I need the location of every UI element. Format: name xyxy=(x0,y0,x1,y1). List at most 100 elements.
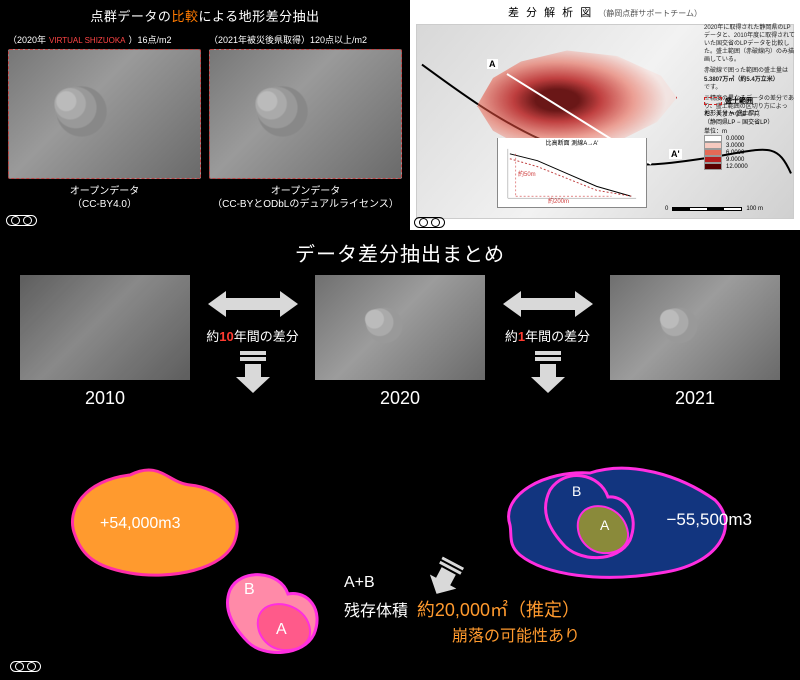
tl-images-row: （2020年 VIRTUAL SHIZUOKA ）16点/m2 オープンデータ … xyxy=(8,33,402,211)
tl-col-2021: （2021年被災後県取得）120点以上/m2 オープンデータ （CC-BYとOD… xyxy=(209,33,402,211)
tl-cap-2020-1: オープンデータ xyxy=(8,185,201,198)
tl-col-2020: （2020年 VIRTUAL SHIZUOKA ）16点/m2 オープンデータ … xyxy=(8,33,201,211)
result-row: B A A+B 残存体積 約20,000㎡（推定） 崩落の可能性あり xyxy=(210,560,580,660)
tr-title-main: 差 分 解 析 図 xyxy=(508,7,593,19)
legend-swatch xyxy=(704,149,722,156)
legend-val-4: 12.0000 xyxy=(726,164,748,170)
legend-stop: 12.0000 xyxy=(704,163,796,170)
legend-stop: 6.0000 xyxy=(704,149,796,156)
year-2021: 2021 xyxy=(610,275,780,409)
year-2020: 2020 xyxy=(315,275,485,409)
label-A: A xyxy=(487,59,498,69)
year-2010: 2010 xyxy=(20,275,190,409)
res-line1: A+B xyxy=(344,574,375,591)
loss-value: −55,500m3 xyxy=(666,510,752,530)
double-arrow-icon xyxy=(503,289,593,319)
label-A: A xyxy=(600,517,609,533)
legend-header-text: 盛土範囲 xyxy=(725,96,753,106)
note-0: 2020年に取得された静岡県のLPデータと、2010年度に取得されていた国交省の… xyxy=(704,24,796,64)
legend-val-1: 3.0000 xyxy=(726,143,744,149)
legend: 盛土範囲 地形差分 ≒ 盛土厚さ （静岡県LP − 国交省LP） 単位：m 0.… xyxy=(704,96,796,170)
tl-cap-2021: オープンデータ （CC-BYとODbLのデュアルライセンス） xyxy=(209,185,402,211)
diff-1yr-text: 約1年間の差分 xyxy=(498,326,598,345)
legend-swatch xyxy=(704,142,722,149)
legend-swatch xyxy=(704,135,722,142)
scale-bar: 0 100 m xyxy=(665,206,763,212)
diff-10yr: 約10年間の差分 xyxy=(203,289,303,396)
res-A: A xyxy=(276,621,287,638)
legend-stops: 0.0000 3.0000 6.0000 9.0000 12.0000 xyxy=(704,135,796,170)
note-2: 5.3807万㎥（約5.4万立米） xyxy=(704,76,796,84)
res-B: B xyxy=(244,581,255,598)
cc-badge-tr xyxy=(414,217,445,228)
result-shape: B A xyxy=(210,560,330,660)
legend-sub2: （静岡県LP − 国交省LP） xyxy=(704,117,796,126)
tr-title: 差 分 解 析 図 （静岡点群サポートチーム） xyxy=(416,4,794,20)
terrain-2021 xyxy=(610,275,780,380)
profile-dx: 約200m xyxy=(548,196,569,205)
legend-val-2: 6.0000 xyxy=(726,150,744,156)
top-row: 点群データの比較による地形差分抽出 （2020年 VIRTUAL SHIZUOK… xyxy=(0,0,800,230)
tl-title-post: による地形差分抽出 xyxy=(198,9,319,24)
legend-swatch xyxy=(704,163,722,170)
tl-meta-2020: （2020年 VIRTUAL SHIZUOKA ）16点/m2 xyxy=(8,33,201,46)
d1-pre: 約 xyxy=(505,329,518,344)
terrain-2020 xyxy=(315,275,485,380)
res-big: 約20,000㎡（推定） xyxy=(417,600,580,620)
legend-outline-icon xyxy=(704,97,722,105)
res-warn: 崩落の可能性あり xyxy=(344,624,580,650)
diff-10yr-text: 約10年間の差分 xyxy=(203,326,303,345)
cc-badge-tl xyxy=(6,215,37,226)
terrain-2010 xyxy=(20,275,190,380)
tr-title-sub: （静岡点群サポートチーム） xyxy=(598,9,702,18)
legend-stop: 0.0000 xyxy=(704,135,796,142)
tl-2021-meta: （2021年被災後県取得）120点以上/m2 xyxy=(209,33,367,46)
note-3: です。 xyxy=(704,84,796,92)
cc-badge-bottom xyxy=(10,661,41,672)
res-line2: 残存体積 xyxy=(344,603,408,620)
legend-stop: 3.0000 xyxy=(704,142,796,149)
d10-num: 10 xyxy=(219,329,233,344)
double-arrow-icon xyxy=(208,289,298,319)
scale-bar-graphic xyxy=(672,207,742,211)
year-row: 2010 約10年間の差分 2020 約1年間の差分 2021 xyxy=(20,275,780,409)
tl-meta-2021: （2021年被災後県取得）120点以上/m2 xyxy=(209,33,402,46)
legend-val-0: 0.0000 xyxy=(726,136,744,142)
legend-swatch xyxy=(704,156,722,163)
panel-diff-analysis: 差 分 解 析 図 （静岡点群サポートチーム） A A' 比高断面 測線A→A' xyxy=(410,0,800,230)
profile-inset: 比高断面 測線A→A' 約50m 約200m xyxy=(497,138,647,208)
d10-rest: 年間の差分 xyxy=(234,329,299,344)
tl-title: 点群データの比較による地形差分抽出 xyxy=(8,6,402,25)
terrain-image-2020 xyxy=(8,49,201,179)
tl-cap-2021-2: （CC-BYとODbLのデュアルライセンス） xyxy=(209,198,402,211)
d1-rest: 年間の差分 xyxy=(525,329,590,344)
down-arrow-icon xyxy=(531,351,565,393)
tl-title-pre: 点群データの xyxy=(90,9,171,24)
panel-summary: データ差分抽出まとめ 2010 約10年間の差分 2020 約1年間の差分 20… xyxy=(0,230,800,680)
tl-2020-density: ）16点/m2 xyxy=(129,33,172,46)
note-1: 赤破線で囲った範囲の盛土量は xyxy=(704,67,796,75)
down-arrow-icon xyxy=(236,351,270,393)
result-text: A+B 残存体積 約20,000㎡（推定） 崩落の可能性あり xyxy=(344,570,580,650)
gain-value: +54,000m3 xyxy=(100,515,181,533)
tl-2020-year: （2020年 xyxy=(8,33,46,46)
d10-pre: 約 xyxy=(206,329,219,344)
label-Aprime: A' xyxy=(669,149,682,159)
scale-0: 0 xyxy=(665,206,668,212)
legend-unit: 単位：m xyxy=(704,126,796,135)
tl-title-accent: 比較 xyxy=(171,9,198,24)
scale-end: 100 m xyxy=(746,206,763,212)
legend-header: 盛土範囲 xyxy=(704,96,796,106)
legend-sub1: 地形差分 ≒ 盛土厚さ xyxy=(704,108,796,117)
tl-cap-2020: オープンデータ （CC-BY4.0） xyxy=(8,185,201,211)
tl-cap-2021-1: オープンデータ xyxy=(209,185,402,198)
year-label-2021: 2021 xyxy=(610,388,780,409)
year-label-2010: 2010 xyxy=(20,388,190,409)
profile-dy: 約50m xyxy=(518,169,536,178)
tl-cap-2020-2: （CC-BY4.0） xyxy=(8,198,201,211)
legend-val-3: 9.0000 xyxy=(726,157,744,163)
summary-title: データ差分抽出まとめ xyxy=(20,238,780,267)
label-B: B xyxy=(572,483,581,499)
year-label-2020: 2020 xyxy=(315,388,485,409)
terrain-image-2021 xyxy=(209,49,402,179)
